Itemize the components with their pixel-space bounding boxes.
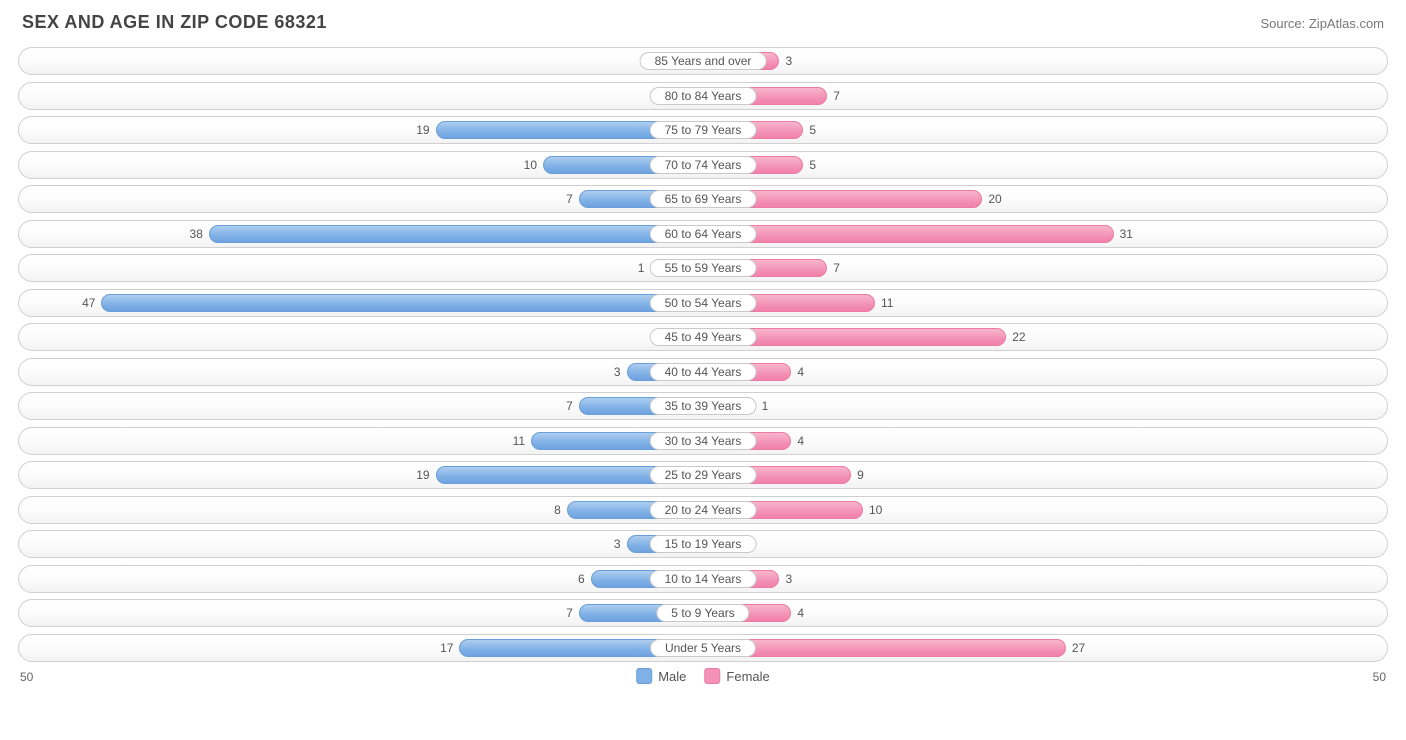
value-label-male: 7: [566, 604, 573, 622]
legend-swatch-male: [636, 668, 652, 684]
pyramid-row: 45 to 49 Years022: [18, 323, 1388, 351]
legend-label-female: Female: [726, 669, 769, 684]
value-label-male: 1: [638, 259, 645, 277]
pyramid-row: 85 Years and over03: [18, 47, 1388, 75]
pyramid-row: 35 to 39 Years 7 1: [18, 392, 1388, 420]
value-label-male: 47: [82, 294, 95, 312]
value-label-male: 10: [524, 156, 537, 174]
value-label-male: 17: [440, 639, 453, 657]
value-label-female: 11: [881, 294, 893, 312]
category-pill: 10 to 14 Years: [650, 570, 757, 588]
pyramid-row: 50 to 54 Years 47 11: [18, 289, 1388, 317]
chart-title: SEX AND AGE IN ZIP CODE 68321: [22, 12, 327, 33]
legend: Male Female: [636, 668, 770, 684]
value-label-male: 3: [614, 535, 621, 553]
category-pill: 15 to 19 Years: [650, 535, 757, 553]
pyramid-row: 40 to 44 Years 3 4: [18, 358, 1388, 386]
value-label-female: 7: [833, 259, 840, 277]
legend-item-female: Female: [704, 668, 769, 684]
pyramid-row: 75 to 79 Years 19 5: [18, 116, 1388, 144]
category-pill: 35 to 39 Years: [650, 397, 757, 415]
value-label-female: 5: [809, 121, 816, 139]
category-pill: 60 to 64 Years: [650, 225, 757, 243]
value-label-female: 1: [762, 397, 769, 415]
pyramid-row: 55 to 59 Years 1 7: [18, 254, 1388, 282]
chart-source: Source: ZipAtlas.com: [1260, 16, 1384, 31]
category-pill: 55 to 59 Years: [650, 259, 757, 277]
category-pill: 5 to 9 Years: [656, 604, 749, 622]
pyramid-row: Under 5 Years 17 27: [18, 634, 1388, 662]
pyramid-row: 80 to 84 Years07: [18, 82, 1388, 110]
value-label-female: 7: [833, 87, 840, 105]
value-label-female: 4: [797, 432, 804, 450]
pyramid-row: 70 to 74 Years 10 5: [18, 151, 1388, 179]
value-label-male: 3: [614, 363, 621, 381]
value-label-female: 5: [809, 156, 816, 174]
value-label-male: 8: [554, 501, 561, 519]
category-pill: 70 to 74 Years: [650, 156, 757, 174]
value-label-male: 19: [416, 121, 429, 139]
value-label-female: 4: [797, 363, 804, 381]
bar-female: [703, 639, 1066, 657]
bar-male: [101, 294, 703, 312]
category-pill: 85 Years and over: [640, 52, 767, 70]
legend-label-male: Male: [658, 669, 686, 684]
value-label-male: 7: [566, 190, 573, 208]
value-label-male: 7: [566, 397, 573, 415]
value-label-female: 22: [1012, 328, 1025, 346]
value-label-female: 27: [1072, 639, 1085, 657]
value-label-female: 9: [857, 466, 864, 484]
category-pill: 20 to 24 Years: [650, 501, 757, 519]
axis-max-right: 50: [1373, 670, 1386, 684]
category-pill: 45 to 49 Years: [650, 328, 757, 346]
bar-male: [209, 225, 703, 243]
category-pill: 75 to 79 Years: [650, 121, 757, 139]
pyramid-chart: 85 Years and over0380 to 84 Years0775 to…: [18, 47, 1388, 662]
pyramid-row: 15 to 19 Years30: [18, 530, 1388, 558]
category-pill: 65 to 69 Years: [650, 190, 757, 208]
value-label-male: 6: [578, 570, 585, 588]
value-label-female: 4: [797, 604, 804, 622]
pyramid-row: 20 to 24 Years 8 10: [18, 496, 1388, 524]
value-label-male: 11: [513, 432, 525, 450]
legend-swatch-female: [704, 668, 720, 684]
value-label-female: 31: [1120, 225, 1133, 243]
bar-female: [703, 225, 1114, 243]
chart-footer: 50 Male Female 50: [18, 668, 1388, 690]
legend-item-male: Male: [636, 668, 686, 684]
category-pill: 80 to 84 Years: [650, 87, 757, 105]
pyramid-row: 5 to 9 Years 7 4: [18, 599, 1388, 627]
pyramid-row: 65 to 69 Years 7 20: [18, 185, 1388, 213]
value-label-male: 38: [190, 225, 203, 243]
category-pill: 50 to 54 Years: [650, 294, 757, 312]
category-pill: 30 to 34 Years: [650, 432, 757, 450]
chart-header: SEX AND AGE IN ZIP CODE 68321 Source: Zi…: [18, 12, 1388, 33]
axis-max-left: 50: [20, 670, 33, 684]
pyramid-row: 25 to 29 Years 19 9: [18, 461, 1388, 489]
value-label-female: 3: [785, 570, 792, 588]
pyramid-row: 30 to 34 Years 11 4: [18, 427, 1388, 455]
value-label-female: 3: [785, 52, 792, 70]
value-label-male: 19: [416, 466, 429, 484]
category-pill: 40 to 44 Years: [650, 363, 757, 381]
pyramid-row: 10 to 14 Years 6 3: [18, 565, 1388, 593]
category-pill: Under 5 Years: [650, 639, 756, 657]
category-pill: 25 to 29 Years: [650, 466, 757, 484]
pyramid-row: 60 to 64 Years 38 31: [18, 220, 1388, 248]
value-label-female: 10: [869, 501, 882, 519]
value-label-female: 20: [988, 190, 1001, 208]
